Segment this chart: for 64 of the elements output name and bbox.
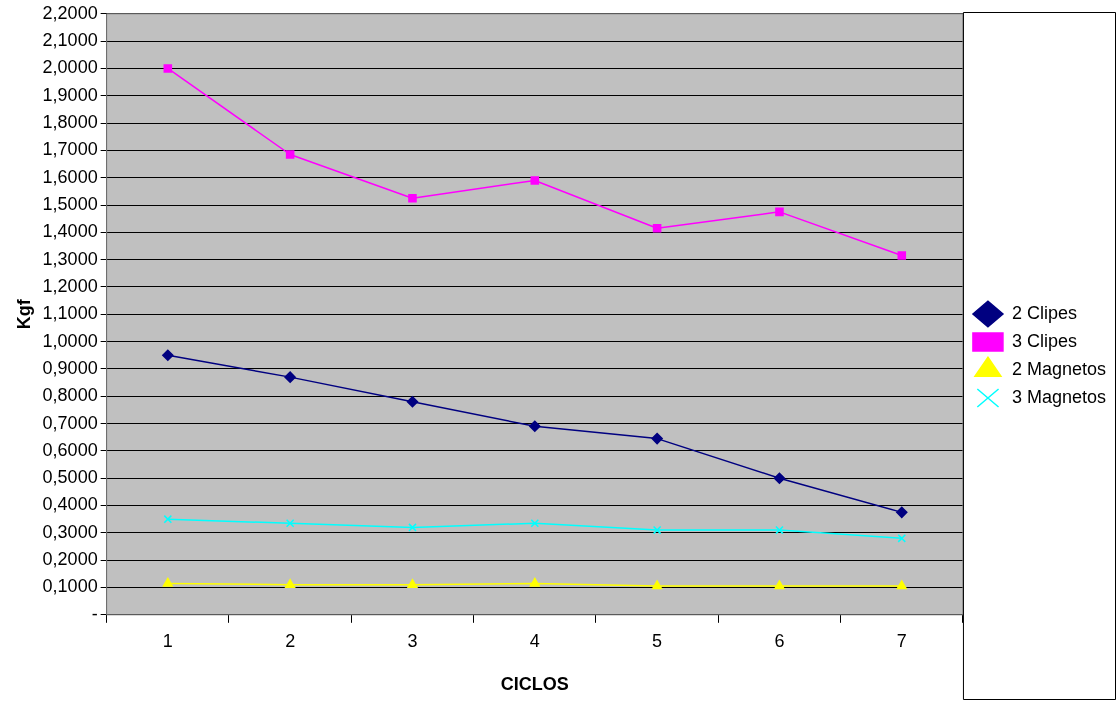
point xyxy=(163,514,173,524)
point xyxy=(652,223,662,233)
legend-label: 2 Clipes xyxy=(1011,302,1077,323)
y-tick-label: 0,6000 xyxy=(42,439,98,460)
y-tick-label: 0,3000 xyxy=(42,521,98,542)
point xyxy=(285,579,296,588)
y-axis-title: Kgf xyxy=(13,298,34,330)
point xyxy=(774,580,785,590)
point xyxy=(896,580,907,590)
point xyxy=(652,580,663,590)
y-tick-label: 1,5000 xyxy=(42,194,98,214)
legend-label: 3 Magnetos xyxy=(1011,386,1106,407)
point xyxy=(775,207,784,217)
x-tick-label: 5 xyxy=(652,630,663,651)
y-tick-label: 0,8000 xyxy=(42,385,98,406)
y-tick-label: 0,2000 xyxy=(42,549,98,570)
y-tick-label: 1,3000 xyxy=(42,248,98,269)
point xyxy=(285,150,295,159)
x-tick-label: 6 xyxy=(774,630,785,651)
x-tick-label: 7 xyxy=(896,630,907,651)
legend-label: 2 Magnetos xyxy=(1011,358,1106,379)
point xyxy=(775,525,784,535)
point xyxy=(773,472,786,484)
y-tick-label: 2,1000 xyxy=(42,30,98,51)
point xyxy=(529,577,540,587)
y-tick-label: - xyxy=(91,603,98,624)
y-tick-label: 1,2000 xyxy=(42,275,98,296)
point xyxy=(408,523,417,532)
y-tick-label: 0,5000 xyxy=(42,467,98,488)
point xyxy=(284,371,296,383)
point xyxy=(896,506,908,519)
y-tick-label: 2,0000 xyxy=(42,57,98,78)
y-tick-label: 1,1000 xyxy=(42,303,98,324)
y-tick-label: 1,9000 xyxy=(42,84,98,105)
y-tick-label: 0,1000 xyxy=(42,576,98,597)
legend-label: 3 Clipes xyxy=(1011,330,1077,351)
point xyxy=(897,534,907,543)
point xyxy=(163,64,173,73)
y-tick-label: 1,0000 xyxy=(42,330,98,351)
y-tick-label: 1,4000 xyxy=(42,221,98,242)
point xyxy=(285,519,295,528)
point xyxy=(530,519,540,528)
y-tick-label: 2,2000 xyxy=(42,2,98,23)
x-tick-label: 3 xyxy=(407,630,418,651)
point xyxy=(406,395,419,408)
point xyxy=(651,432,663,445)
x-tick-label: 4 xyxy=(529,630,540,651)
x-tick-label: 1 xyxy=(162,630,173,651)
y-tick-label: 1,7000 xyxy=(42,139,98,160)
y-tick-label: 0,4000 xyxy=(42,494,98,515)
point xyxy=(529,420,541,433)
y-tick-label: 1,8000 xyxy=(42,112,98,133)
y-tick-label: 0,9000 xyxy=(42,357,98,378)
point xyxy=(162,577,173,587)
point xyxy=(530,176,540,185)
y-tick-label: 1,6000 xyxy=(42,166,98,187)
point xyxy=(897,251,907,260)
y-tick-label: 0,7000 xyxy=(42,412,98,433)
point xyxy=(407,579,418,588)
x-tick-label: 2 xyxy=(285,630,296,651)
point xyxy=(408,193,417,203)
x-axis-title: CICLOS xyxy=(500,674,569,695)
point xyxy=(162,349,174,362)
point xyxy=(652,525,662,535)
